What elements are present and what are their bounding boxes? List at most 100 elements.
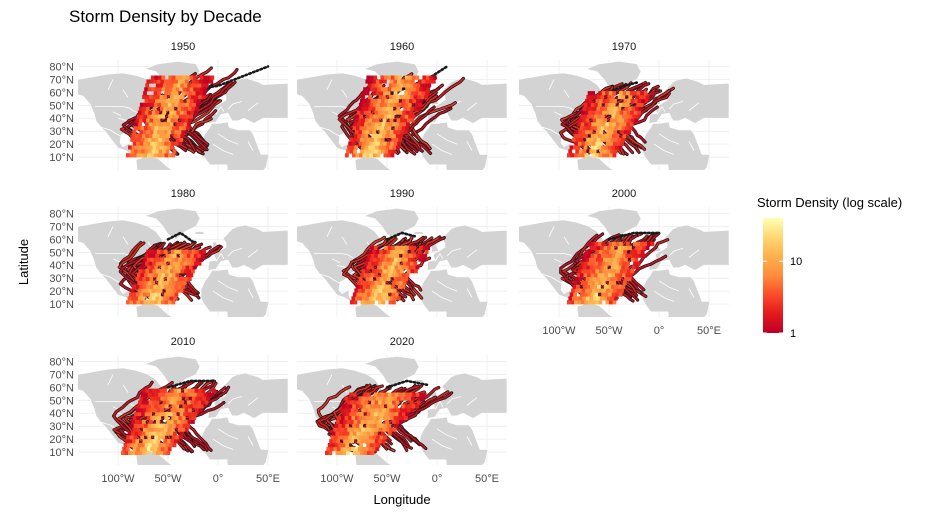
density-cell — [589, 106, 594, 111]
density-cell — [383, 153, 388, 158]
density-cell — [360, 122, 365, 127]
density-cell — [411, 114, 416, 119]
density-cell — [164, 273, 169, 278]
density-cell — [153, 102, 158, 107]
density-cell — [404, 276, 408, 282]
density-cell — [369, 276, 373, 282]
density-cell — [345, 411, 350, 417]
density-cell — [417, 249, 422, 254]
density-cell — [610, 276, 614, 282]
density-cell — [168, 392, 173, 397]
density-cell — [381, 253, 386, 258]
storm-track — [117, 389, 161, 442]
density-cell — [171, 141, 175, 146]
density-cell — [170, 419, 174, 424]
density-cell — [568, 296, 573, 301]
density-cell — [364, 288, 369, 293]
density-cell — [357, 446, 362, 452]
density-cell — [408, 245, 413, 250]
density-cell — [327, 443, 332, 448]
density-cell — [353, 149, 357, 154]
density-cell — [586, 114, 591, 119]
density-cell — [170, 284, 175, 289]
density-cell — [180, 269, 185, 274]
density-cell — [165, 411, 170, 417]
density-cell — [132, 129, 137, 135]
density-cell — [337, 435, 342, 440]
density-cell — [189, 392, 194, 397]
density-cell — [393, 396, 398, 401]
density-cell — [404, 404, 409, 409]
density-cell — [370, 98, 375, 103]
density-cell — [643, 241, 648, 247]
density-cell — [612, 141, 617, 146]
density-cell — [159, 145, 164, 150]
density-cell — [152, 431, 156, 436]
density-cell — [139, 129, 144, 135]
density-cell — [605, 91, 609, 96]
density-cell — [195, 91, 200, 96]
density-cell — [160, 284, 165, 289]
density-cell — [606, 98, 610, 103]
density-cell — [378, 106, 383, 111]
density-cell — [163, 106, 168, 111]
density-cell — [356, 292, 361, 297]
density-cell — [598, 91, 602, 96]
density-cell — [366, 284, 371, 289]
density-cell — [377, 292, 382, 297]
density-cell — [376, 141, 380, 146]
density-cell — [627, 129, 632, 135]
density-cell — [343, 419, 347, 424]
density-cell — [611, 114, 616, 119]
density-cell — [170, 249, 175, 254]
density-cell — [381, 400, 386, 405]
density-cell — [392, 300, 396, 305]
density-cell — [145, 261, 149, 266]
density-cell — [134, 122, 139, 127]
density-cell — [614, 265, 619, 270]
density-cell — [411, 257, 416, 262]
density-cell — [375, 145, 379, 150]
density-cell — [352, 392, 357, 397]
density-cell — [157, 141, 161, 146]
density-cell — [158, 137, 163, 142]
density-cell — [180, 419, 185, 424]
density-cell — [171, 153, 176, 158]
density-cell — [150, 300, 155, 305]
land-mass — [362, 355, 420, 388]
density-cell — [133, 435, 138, 440]
density-cell — [412, 392, 417, 397]
density-cell — [346, 419, 351, 424]
panel-plot-area — [78, 207, 288, 317]
density-cell — [591, 241, 595, 247]
density-cell — [373, 284, 378, 289]
density-cell — [375, 446, 380, 452]
density-cell — [169, 83, 174, 88]
density-cell — [136, 415, 141, 420]
density-cell — [410, 118, 415, 123]
density-cell — [345, 153, 349, 158]
country-border — [212, 143, 234, 155]
density-cell — [176, 288, 180, 293]
density-cell — [389, 106, 394, 111]
density-cell — [406, 106, 411, 111]
density-cell — [583, 284, 587, 289]
density-cell — [171, 300, 176, 305]
density-cell — [354, 446, 359, 452]
density-cell — [400, 415, 405, 420]
density-cell — [133, 137, 138, 142]
density-cell — [379, 269, 383, 274]
density-cell — [375, 106, 380, 111]
density-cell — [192, 91, 196, 96]
density-cell — [141, 261, 146, 266]
density-cell — [153, 408, 157, 413]
density-cell — [159, 450, 164, 455]
density-cell — [393, 141, 398, 146]
density-cell — [144, 87, 148, 92]
y-tick-label: 40°N — [49, 260, 74, 272]
density-cell — [170, 269, 174, 274]
density-cell — [177, 276, 182, 282]
density-cell — [183, 261, 188, 266]
density-cell — [372, 415, 377, 420]
density-cell — [180, 122, 184, 127]
